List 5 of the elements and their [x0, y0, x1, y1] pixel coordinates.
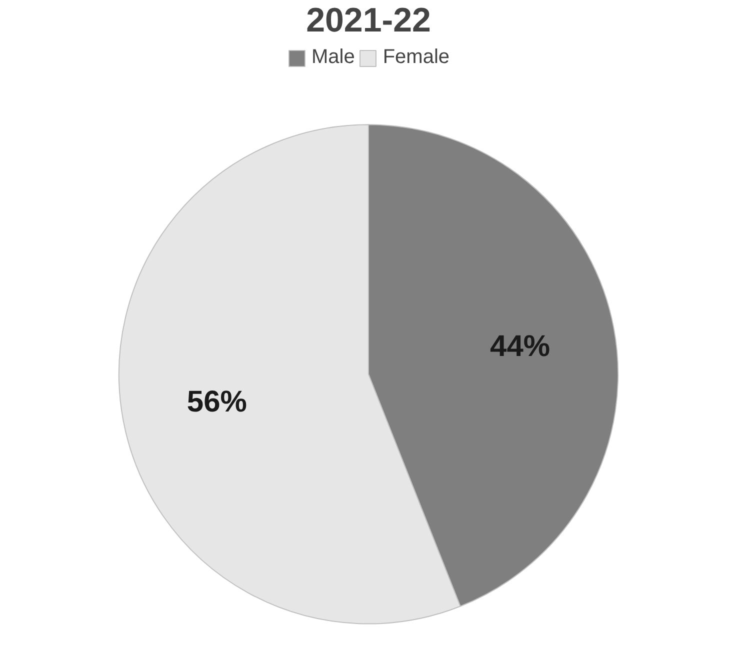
- legend-label: Female: [382, 46, 450, 69]
- data-label: 44%: [490, 330, 550, 363]
- data-label: 56%: [186, 386, 247, 418]
- chart-title: 2021-22: [306, 2, 431, 40]
- legend-label: Male: [311, 46, 355, 69]
